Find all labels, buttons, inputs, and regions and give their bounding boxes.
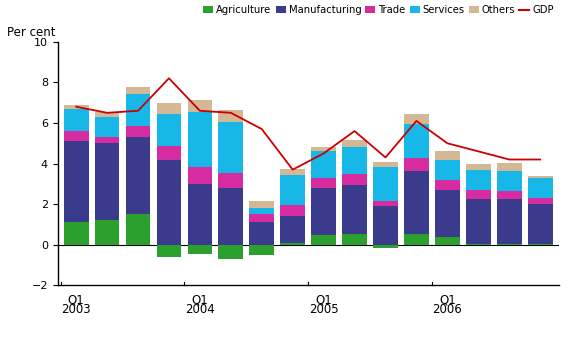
Bar bbox=[64, 141, 89, 222]
Bar bbox=[404, 234, 429, 245]
Text: 2004: 2004 bbox=[185, 303, 215, 316]
Bar bbox=[94, 112, 119, 117]
Bar bbox=[466, 244, 491, 245]
Bar bbox=[281, 169, 305, 175]
Bar bbox=[311, 188, 336, 235]
Bar bbox=[218, 110, 243, 122]
Bar bbox=[64, 105, 89, 109]
Bar bbox=[497, 199, 522, 244]
Bar bbox=[281, 243, 305, 245]
Bar bbox=[342, 140, 367, 147]
Bar bbox=[188, 184, 213, 245]
Bar bbox=[126, 87, 150, 94]
Bar bbox=[404, 114, 429, 124]
Bar bbox=[64, 131, 89, 141]
Bar bbox=[94, 137, 119, 143]
Bar bbox=[497, 244, 522, 245]
Bar bbox=[281, 175, 305, 205]
Text: 2006: 2006 bbox=[433, 303, 462, 316]
Bar bbox=[218, 188, 243, 245]
Bar bbox=[157, 146, 181, 159]
Bar bbox=[497, 163, 522, 171]
Bar bbox=[466, 169, 491, 190]
Bar bbox=[188, 167, 213, 184]
Bar bbox=[404, 158, 429, 171]
Bar bbox=[528, 204, 552, 244]
Text: 2003: 2003 bbox=[62, 303, 91, 316]
Bar bbox=[281, 216, 305, 243]
Bar bbox=[94, 220, 119, 245]
Bar bbox=[373, 167, 398, 201]
Text: Q1: Q1 bbox=[191, 293, 209, 306]
Bar bbox=[435, 237, 460, 245]
Bar bbox=[342, 234, 367, 245]
Bar bbox=[64, 109, 89, 131]
Bar bbox=[528, 198, 552, 204]
Bar bbox=[466, 190, 491, 199]
Bar bbox=[342, 185, 367, 234]
Bar bbox=[188, 100, 213, 112]
Bar bbox=[157, 245, 181, 257]
Bar bbox=[373, 206, 398, 245]
Bar bbox=[528, 176, 552, 178]
Bar bbox=[249, 214, 274, 222]
Bar bbox=[373, 161, 398, 167]
Bar bbox=[373, 245, 398, 248]
Bar bbox=[126, 126, 150, 137]
Bar bbox=[404, 171, 429, 234]
Bar bbox=[311, 151, 336, 178]
Bar bbox=[404, 124, 429, 158]
Bar bbox=[466, 164, 491, 169]
Bar bbox=[281, 205, 305, 216]
Bar bbox=[342, 174, 367, 185]
Bar bbox=[373, 201, 398, 206]
Bar bbox=[218, 173, 243, 188]
Bar bbox=[311, 235, 336, 245]
Bar bbox=[157, 103, 181, 114]
Bar bbox=[435, 190, 460, 237]
Bar bbox=[435, 180, 460, 190]
Text: Per cent: Per cent bbox=[7, 26, 56, 39]
Bar bbox=[218, 245, 243, 259]
Bar bbox=[157, 114, 181, 146]
Bar bbox=[528, 244, 552, 245]
Bar bbox=[64, 222, 89, 245]
Text: Q1: Q1 bbox=[439, 293, 456, 306]
Bar bbox=[497, 191, 522, 199]
Bar bbox=[188, 245, 213, 254]
Bar bbox=[157, 159, 181, 245]
Bar bbox=[126, 214, 150, 245]
Bar bbox=[249, 245, 274, 255]
Bar bbox=[249, 222, 274, 245]
Bar bbox=[435, 159, 460, 180]
Text: Q1: Q1 bbox=[68, 293, 85, 306]
Bar bbox=[311, 178, 336, 188]
Bar bbox=[249, 201, 274, 208]
Bar bbox=[342, 147, 367, 174]
Bar bbox=[466, 199, 491, 244]
Bar bbox=[94, 143, 119, 220]
Bar bbox=[528, 178, 552, 198]
Bar bbox=[249, 208, 274, 214]
Bar bbox=[94, 117, 119, 137]
Bar bbox=[311, 147, 336, 151]
Bar bbox=[435, 151, 460, 159]
Legend: Agriculture, Manufacturing, Trade, Services, Others, GDP: Agriculture, Manufacturing, Trade, Servi… bbox=[203, 5, 554, 15]
Bar bbox=[188, 112, 213, 167]
Text: Q1: Q1 bbox=[315, 293, 332, 306]
Bar bbox=[126, 137, 150, 214]
Bar bbox=[497, 171, 522, 191]
Bar bbox=[126, 94, 150, 126]
Bar bbox=[218, 122, 243, 173]
Text: 2005: 2005 bbox=[309, 303, 339, 316]
